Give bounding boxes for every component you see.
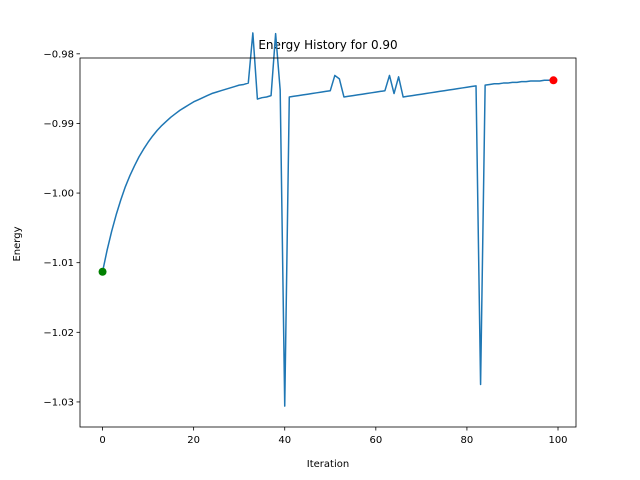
y-tick-label: −1.02 [43, 328, 74, 339]
plot-area [98, 32, 558, 407]
y-tick-label: −1.01 [43, 258, 74, 269]
x-axis-label: Iteration [307, 459, 349, 470]
series-line-0 [101, 32, 554, 407]
axes-frame [79, 57, 577, 428]
y-tick-label: −1.03 [43, 397, 74, 408]
x-tick-label: 40 [278, 435, 291, 446]
y-tick-label: −0.99 [43, 119, 74, 130]
x-tick-label: 80 [461, 435, 474, 446]
y-tick-label: −1.00 [43, 189, 74, 200]
x-tick-label: 100 [548, 435, 567, 446]
x-tick-label: 0 [99, 435, 105, 446]
x-tick-label: 60 [369, 435, 382, 446]
start-marker [98, 267, 107, 276]
chart-title: Energy History for 0.90 [258, 38, 397, 52]
y-tick-label: −0.98 [43, 49, 74, 60]
x-tick-label: 20 [187, 435, 200, 446]
axes: 0 20 40 60 80 100 −1.03 −1.02 −1.01 −1.00 −0.99 −0.… [43, 49, 577, 446]
y-axis-label: Energy [12, 226, 23, 261]
end-marker [549, 76, 558, 85]
